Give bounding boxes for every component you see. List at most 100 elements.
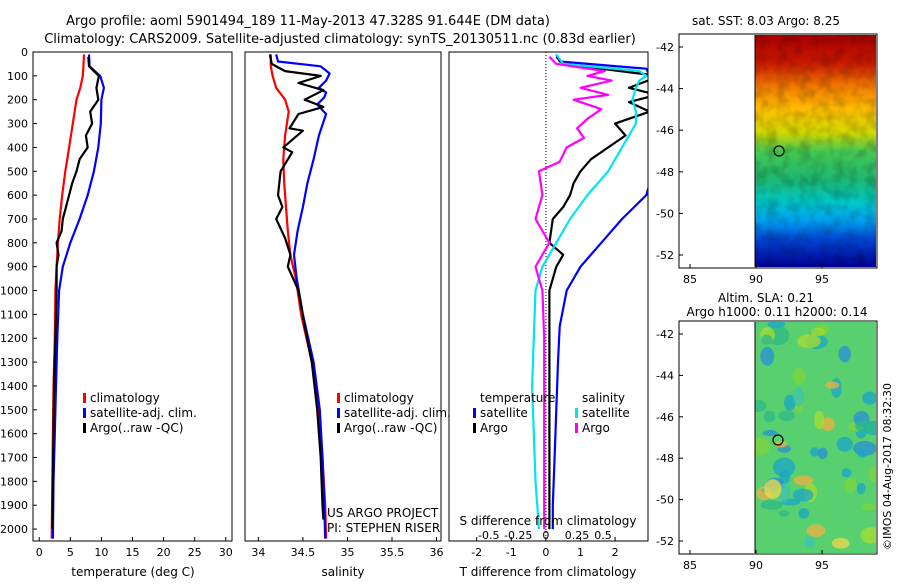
x-tick-label: 2 bbox=[612, 546, 619, 559]
salinity-legend: climatology satellite-adj. clim. Argo(..… bbox=[337, 391, 451, 435]
depth-tick-label: 400 bbox=[7, 141, 28, 154]
depth-tick-label: 1500 bbox=[0, 404, 28, 417]
map-lat-label: -48 bbox=[656, 166, 674, 179]
legend-swatch-argo bbox=[337, 423, 340, 433]
x-tick-label: 20 bbox=[157, 546, 171, 559]
map-lon-label: 95 bbox=[815, 273, 829, 286]
x-tick-label: 35.5 bbox=[380, 546, 405, 559]
sla-patch bbox=[760, 346, 775, 366]
sla-map-title-2: Argo h1000: 0.11 h2000: 0.14 bbox=[687, 305, 868, 319]
sla-patch bbox=[792, 488, 814, 502]
temperature-panel bbox=[32, 51, 233, 542]
depth-tick-label: 0 bbox=[21, 46, 28, 59]
sla-patch bbox=[762, 429, 778, 437]
sla-patch bbox=[797, 334, 821, 349]
project-annotation: US ARGO PROJECT bbox=[327, 506, 439, 520]
depth-tick-label: 1700 bbox=[0, 452, 28, 465]
map-lat-label: -44 bbox=[656, 83, 674, 96]
legend-label-temp-satellite: satellite bbox=[480, 406, 528, 420]
sla-patch bbox=[810, 327, 825, 337]
sla-patch bbox=[862, 391, 876, 405]
legend-swatch-temp-satellite bbox=[473, 408, 476, 418]
difference-xlabel: T difference from climatology bbox=[459, 565, 637, 579]
series-layer bbox=[50, 53, 648, 539]
depth-tick-label: 200 bbox=[7, 94, 28, 107]
sla-patch bbox=[784, 394, 796, 411]
legend-label-sal-satellite: satellite bbox=[582, 406, 630, 420]
temperature-series-group bbox=[50, 54, 106, 539]
sla-patch bbox=[814, 410, 825, 430]
salinity-panel bbox=[244, 51, 442, 542]
sla-patch bbox=[817, 447, 828, 459]
x-tick-label: 34 bbox=[251, 546, 265, 559]
salinity-xlabel: salinity bbox=[321, 565, 364, 579]
temperature-argo-line bbox=[548, 56, 648, 530]
x-tick-label: 25 bbox=[188, 546, 202, 559]
header-line-2: Climatology: CARS2009. Satellite-adjuste… bbox=[44, 32, 636, 47]
difference-series-group bbox=[530, 53, 648, 530]
sla-patch bbox=[760, 500, 783, 510]
sla-patch bbox=[831, 538, 850, 549]
difference-legend: temperature salinity satellite Argo sate… bbox=[473, 391, 630, 435]
x-tick-label: 15 bbox=[126, 546, 140, 559]
salinity-argo-line bbox=[534, 56, 613, 530]
salinity-diff-tick-label: 0.5 bbox=[594, 529, 612, 542]
legend-swatch-satellite bbox=[83, 408, 86, 418]
sla-patch bbox=[861, 503, 876, 511]
map-lat-label: -46 bbox=[656, 124, 674, 137]
sla-patch bbox=[764, 479, 782, 499]
legend-header-temperature: temperature bbox=[480, 391, 555, 405]
depth-tick-label: 300 bbox=[7, 118, 28, 131]
sst-map-axes: -42 -44 -46 -48 -50 -52 85 90 95 bbox=[656, 41, 829, 286]
temperature-x-axis: 0 5 10 15 20 25 30 bbox=[36, 537, 233, 559]
temperature-legend: climatology satellite-adj. clim. Argo(..… bbox=[83, 391, 197, 435]
depth-tick-label: 1200 bbox=[0, 332, 28, 345]
legend-swatch-satellite bbox=[337, 408, 340, 418]
sla-patch bbox=[856, 483, 866, 495]
legend-swatch-temp-argo bbox=[473, 423, 476, 433]
depth-tick-label: 1900 bbox=[0, 499, 28, 512]
sla-map-axes: -42 -44 -46 -48 -50 -52 85 90 95 bbox=[656, 328, 829, 572]
legend-label-climatology: climatology bbox=[90, 391, 160, 405]
map-lat-label: -42 bbox=[656, 328, 674, 341]
x-tick-label: 36 bbox=[430, 546, 444, 559]
sla-patch bbox=[838, 345, 851, 363]
sst-argo-position-marker bbox=[773, 145, 785, 157]
legend-swatch-argo bbox=[83, 423, 86, 433]
sla-patch bbox=[868, 466, 876, 482]
sla-anomaly-patches bbox=[755, 322, 876, 549]
sla-patch bbox=[825, 381, 840, 389]
salinity-diff-tick-label: -0.5 bbox=[478, 529, 499, 542]
map-lat-label: -48 bbox=[656, 452, 674, 465]
depth-tick-label: 1400 bbox=[0, 380, 28, 393]
sla-patch bbox=[755, 399, 767, 413]
sla-patch bbox=[778, 410, 795, 422]
depth-tick-label: 2000 bbox=[0, 523, 28, 536]
map-lon-label: 90 bbox=[749, 559, 763, 572]
sla-patch bbox=[860, 527, 876, 544]
legend-header-salinity: salinity bbox=[582, 391, 625, 405]
map-lon-label: 85 bbox=[683, 273, 697, 286]
sla-patch bbox=[793, 387, 804, 407]
sla-argo-position-marker bbox=[772, 434, 784, 446]
satellite-adj-clim--line bbox=[51, 54, 106, 539]
sla-patch bbox=[803, 536, 815, 548]
depth-tick-label: 1000 bbox=[0, 285, 28, 298]
satellite-adj-clim--line bbox=[275, 54, 331, 539]
legend-swatch-sal-argo bbox=[575, 423, 578, 433]
temperature-satellite-line bbox=[551, 53, 648, 530]
x-tick-label: 30 bbox=[219, 546, 233, 559]
legend-label-argo: Argo(..raw -QC) bbox=[344, 421, 437, 435]
difference-xlabel-salinity: S difference from climatology bbox=[460, 514, 637, 528]
depth-tick-label: 900 bbox=[7, 261, 28, 274]
sla-patch bbox=[844, 478, 857, 493]
map-lat-label: -50 bbox=[656, 494, 674, 507]
salinity-diff-tick-label: 0.25 bbox=[565, 529, 590, 542]
sla-patch bbox=[810, 447, 820, 457]
map-lat-label: -42 bbox=[656, 41, 674, 54]
sla-map bbox=[678, 320, 878, 555]
map-lat-label: -52 bbox=[656, 535, 674, 548]
sla-map-title-1: Altim. SLA: 0.21 bbox=[718, 291, 814, 305]
